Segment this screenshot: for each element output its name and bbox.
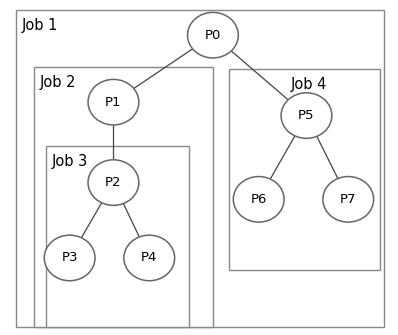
Ellipse shape [88, 79, 139, 125]
Ellipse shape [323, 177, 374, 222]
Ellipse shape [233, 177, 284, 222]
Text: Job 2: Job 2 [40, 75, 76, 90]
Bar [46, 146, 189, 327]
Text: P5: P5 [298, 109, 315, 122]
Text: P1: P1 [105, 96, 122, 109]
Ellipse shape [187, 12, 238, 58]
Text: P2: P2 [105, 176, 122, 189]
Text: P6: P6 [250, 193, 267, 206]
Ellipse shape [281, 93, 332, 138]
Bar [229, 69, 380, 270]
Ellipse shape [124, 235, 175, 281]
Ellipse shape [44, 235, 95, 281]
Text: P7: P7 [340, 193, 357, 206]
Text: Job 3: Job 3 [52, 154, 88, 169]
Text: Job 4: Job 4 [291, 77, 327, 92]
Text: P0: P0 [205, 29, 221, 42]
Text: P3: P3 [61, 252, 78, 264]
Text: P4: P4 [141, 252, 158, 264]
Text: Job 1: Job 1 [22, 18, 58, 34]
Ellipse shape [88, 160, 139, 205]
Bar [34, 67, 213, 327]
